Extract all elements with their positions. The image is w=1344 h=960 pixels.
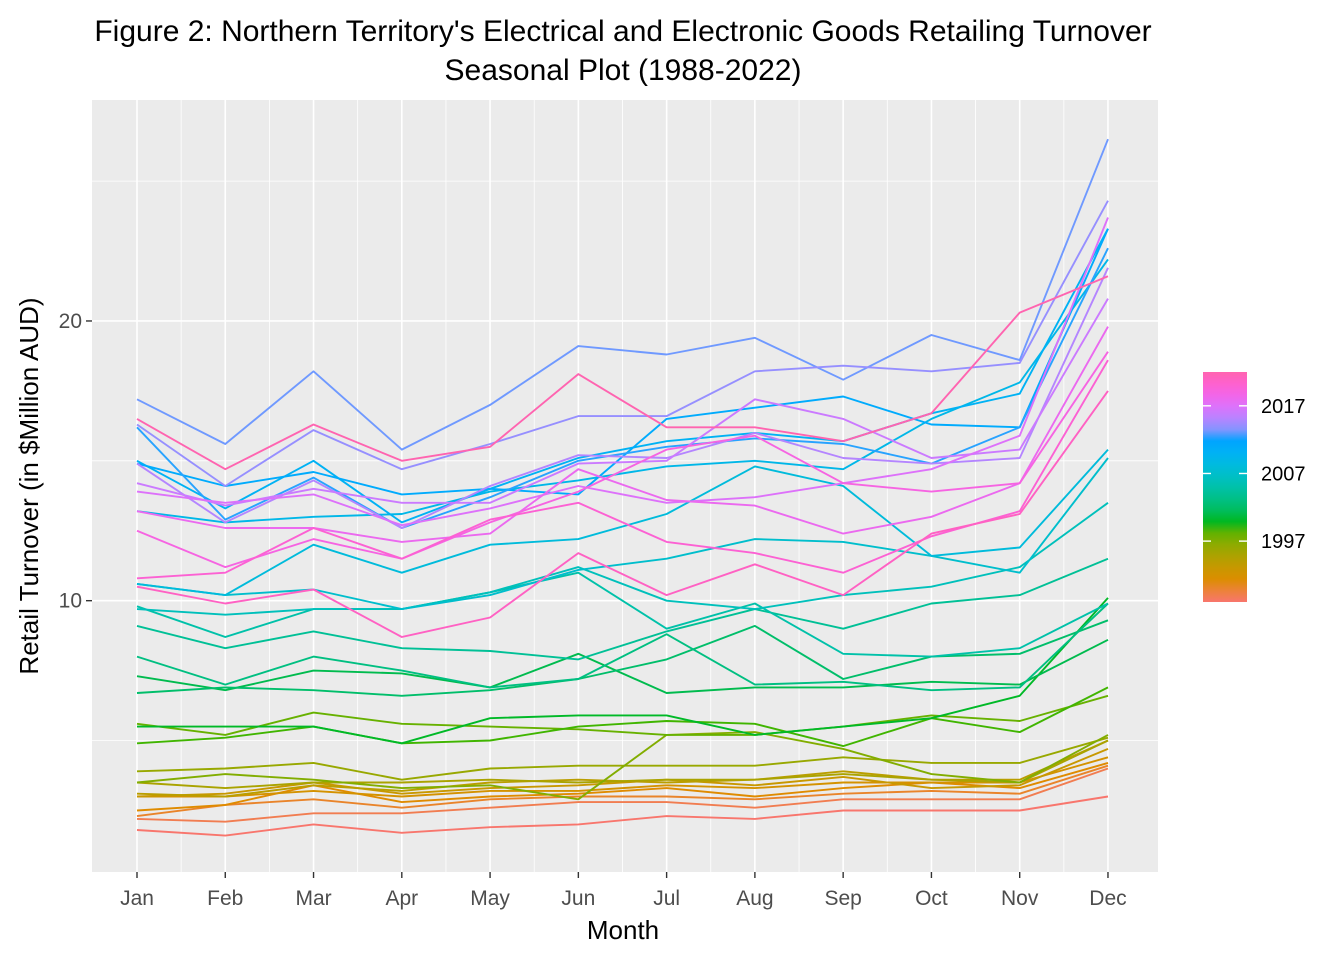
- x-tick-label: Jul: [653, 887, 680, 910]
- series-line-2021: [136, 390, 1109, 638]
- x-tick-label: Jan: [120, 887, 154, 910]
- series-line-2004: [136, 557, 1109, 661]
- legend-label-1997: 1997: [1261, 531, 1306, 553]
- color-legend: 1997 2007 2017: [1203, 372, 1306, 602]
- series-line-2000: [137, 597, 1109, 745]
- x-tick-label: May: [470, 887, 510, 910]
- y-tick-label: 10: [59, 590, 82, 613]
- y-tick-label: 20: [59, 310, 82, 333]
- series-line-1989: [136, 767, 1109, 823]
- chart-title-line-2: Seasonal Plot (1988-2022): [445, 54, 802, 87]
- series-line-2017: [136, 217, 1109, 527]
- series-line-1988: [136, 795, 1109, 837]
- x-tick-label: Aug: [736, 887, 773, 910]
- series-line-2019: [136, 351, 1109, 569]
- x-tick-label: Nov: [1001, 887, 1039, 910]
- legend-colorbar: [1203, 372, 1247, 602]
- series-line-2001: [136, 638, 1109, 694]
- x-tick-label: Dec: [1089, 887, 1126, 910]
- series-line-2020: [136, 359, 1109, 580]
- series-lines: [136, 138, 1109, 837]
- series-line-1997: [136, 731, 1109, 801]
- series-line-2008: [136, 448, 1109, 597]
- x-tick-label: Feb: [207, 887, 243, 910]
- series-line-1992: [137, 756, 1109, 798]
- series-line-2007: [136, 457, 1109, 611]
- series-line-1998: [136, 694, 1109, 736]
- chart-title-line-1: Figure 2: Northern Territory's Electrica…: [94, 15, 1151, 48]
- series-line-2003: [136, 602, 1109, 692]
- series-line-1999: [136, 686, 1109, 748]
- x-tick-label: Jun: [561, 887, 595, 910]
- series-line-2005: [136, 571, 1109, 658]
- series-line-2010: [136, 228, 1109, 524]
- x-tick-label: Oct: [915, 887, 948, 910]
- series-line-2016: [136, 298, 1109, 507]
- series-line-2009: [136, 258, 1109, 524]
- y-axis-title: Retail Turnover (in $Million AUD): [14, 297, 44, 674]
- series-line-2014: [136, 200, 1109, 487]
- legend-label-2007: 2007: [1261, 463, 1306, 485]
- x-tick-label: Sep: [824, 887, 861, 910]
- series-line-2022: [136, 275, 1109, 471]
- x-tick-label: Mar: [295, 887, 331, 910]
- x-tick-label: Apr: [385, 887, 418, 910]
- series-line-1990: [136, 764, 1109, 818]
- axes: 10 20 Jan Feb Mar Apr May Jun Jul Aug Sep Oct Nov Dec: [59, 310, 1127, 910]
- series-line-2006: [136, 502, 1109, 616]
- series-line-1996: [136, 736, 1109, 781]
- x-axis-title: Month: [587, 915, 659, 945]
- series-line-1995: [136, 739, 1109, 790]
- series-line-2018: [136, 326, 1109, 543]
- series-line-2013: [136, 138, 1109, 451]
- legend-label-2017: 2017: [1261, 396, 1306, 418]
